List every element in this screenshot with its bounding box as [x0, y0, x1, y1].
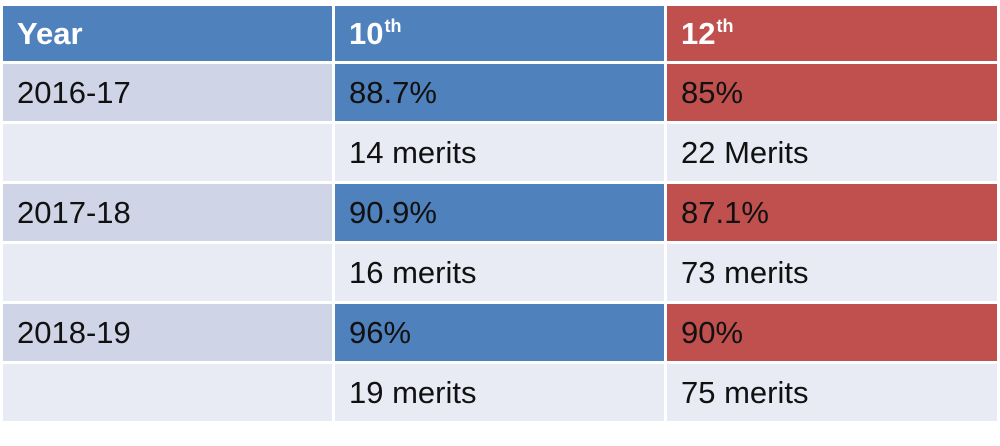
- merits-10th-cell: 19 merits: [335, 364, 664, 421]
- table-row: 2018-19 96% 90%: [3, 304, 997, 361]
- percent-12th-cell: 90%: [667, 304, 997, 361]
- year-cell: 2016-17: [3, 64, 332, 121]
- header-10th: 10th: [335, 6, 664, 61]
- table-row: 14 merits 22 Merits: [3, 124, 997, 181]
- table-row: 19 merits 75 merits: [3, 364, 997, 421]
- merits-12th-cell: 73 merits: [667, 244, 997, 301]
- table-row: 2016-17 88.7% 85%: [3, 64, 997, 121]
- header-year: Year: [3, 6, 332, 61]
- year-cell: [3, 124, 332, 181]
- merits-12th-cell: 75 merits: [667, 364, 997, 421]
- merits-10th-cell: 16 merits: [335, 244, 664, 301]
- header-10th-suffix: th: [384, 15, 402, 36]
- table-row: 16 merits 73 merits: [3, 244, 997, 301]
- results-table: Year 10th 12th 2016-17 88.7% 85% 14 meri…: [0, 3, 1000, 424]
- header-12th-number: 12: [681, 15, 716, 51]
- header-10th-number: 10: [349, 15, 384, 51]
- year-cell: 2018-19: [3, 304, 332, 361]
- percent-12th-cell: 85%: [667, 64, 997, 121]
- header-row: Year 10th 12th: [3, 6, 997, 61]
- year-cell: [3, 244, 332, 301]
- percent-10th-cell: 96%: [335, 304, 664, 361]
- year-cell: [3, 364, 332, 421]
- percent-10th-cell: 88.7%: [335, 64, 664, 121]
- percent-10th-cell: 90.9%: [335, 184, 664, 241]
- header-12th: 12th: [667, 6, 997, 61]
- header-12th-suffix: th: [716, 15, 734, 36]
- merits-12th-cell: 22 Merits: [667, 124, 997, 181]
- percent-12th-cell: 87.1%: [667, 184, 997, 241]
- table-row: 2017-18 90.9% 87.1%: [3, 184, 997, 241]
- year-cell: 2017-18: [3, 184, 332, 241]
- merits-10th-cell: 14 merits: [335, 124, 664, 181]
